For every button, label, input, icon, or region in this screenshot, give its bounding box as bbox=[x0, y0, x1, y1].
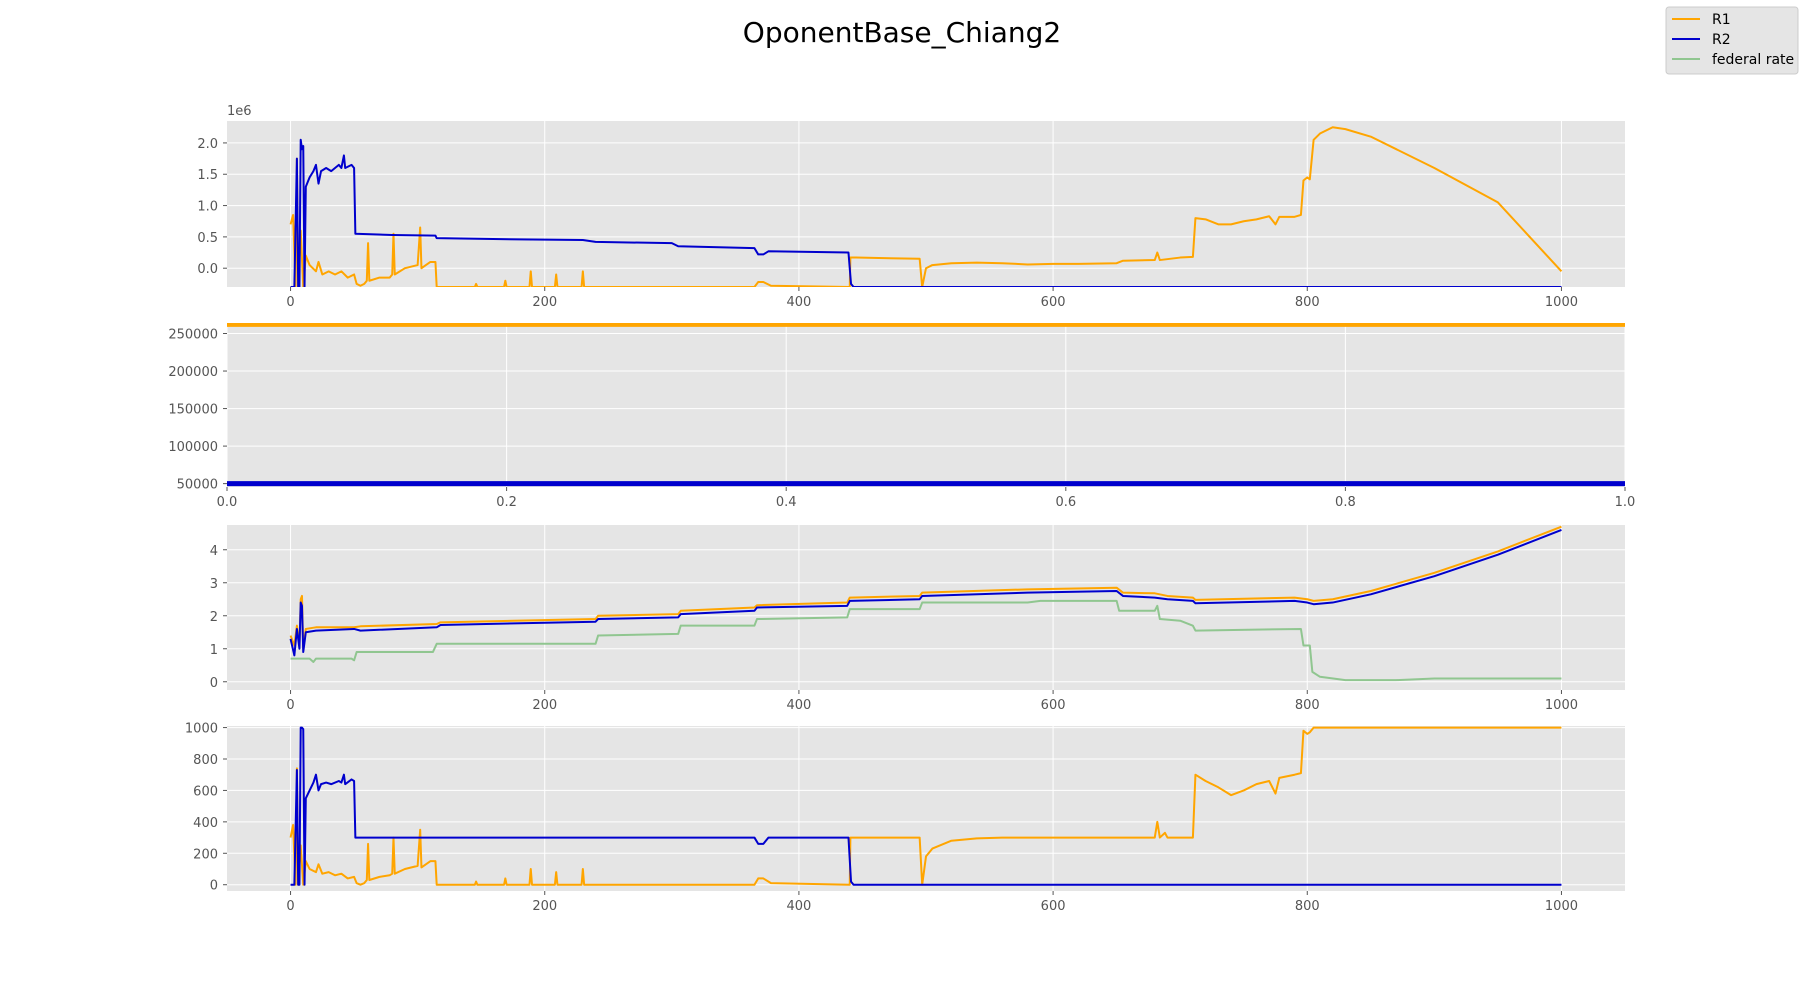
x-tick-label: 800 bbox=[1295, 295, 1320, 310]
legend-entry-federal-rate: federal rate bbox=[1672, 52, 1794, 68]
legend-label-r2: R2 bbox=[1712, 32, 1731, 48]
series-line-r1 bbox=[289, 126, 1563, 287]
subplot-3: 0 200 400 600 800 1000 0 1 2 3 4 bbox=[210, 525, 1625, 713]
series-line-r2 bbox=[289, 529, 1562, 657]
plot-area bbox=[227, 121, 1625, 287]
y-tick-label: 200 bbox=[193, 847, 218, 862]
plot-area bbox=[227, 525, 1625, 690]
y-tick-label: 2 bbox=[210, 610, 218, 625]
legend-label-federal-rate: federal rate bbox=[1712, 52, 1794, 68]
series-line-r1 bbox=[289, 726, 1562, 886]
x-tick-label: 1000 bbox=[1545, 295, 1578, 310]
legend: R1 R2 federal rate bbox=[1665, 6, 1799, 75]
x-tick-label: 400 bbox=[786, 295, 811, 310]
y-tick-label: 1 bbox=[210, 643, 218, 658]
y-tick-label: 400 bbox=[193, 816, 218, 831]
y-tick-label: 1000 bbox=[185, 722, 218, 737]
x-tick-label: 0.2 bbox=[496, 495, 517, 510]
series-group bbox=[289, 126, 1563, 287]
x-tick-label: 800 bbox=[1295, 899, 1320, 914]
legend-entry-r1: R1 bbox=[1672, 12, 1731, 28]
x-tick-label: 0.8 bbox=[1335, 495, 1356, 510]
series-group bbox=[289, 525, 1562, 682]
series-line-r2 bbox=[290, 726, 1562, 886]
y-tick-label: 0.0 bbox=[197, 262, 218, 277]
subplot-4: 0 200 400 600 800 1000 0 200 400 600 800 1000 bbox=[185, 722, 1625, 914]
y-tick-label: 3 bbox=[210, 577, 218, 592]
chart-title: OponentBase_Chiang2 bbox=[743, 16, 1061, 49]
subplot-1: 0 200 400 600 800 1000 0.0 0.5 1.0 1.5 2.0 1e6 bbox=[197, 104, 1625, 310]
x-tick-label: 200 bbox=[532, 295, 557, 310]
x-tick-label: 600 bbox=[1041, 698, 1066, 713]
x-tick-label: 0 bbox=[286, 899, 294, 914]
x-tick-label: 400 bbox=[786, 698, 811, 713]
x-tick-label: 0 bbox=[286, 295, 294, 310]
x-tick-label: 1000 bbox=[1545, 899, 1578, 914]
series-line-r2 bbox=[290, 138, 1562, 287]
x-tick-label: 200 bbox=[532, 899, 557, 914]
plot-area bbox=[227, 323, 1625, 487]
y-tick-label: 200000 bbox=[168, 365, 218, 380]
x-tick-label: 200 bbox=[532, 698, 557, 713]
x-tick-label: 1000 bbox=[1545, 698, 1578, 713]
y-tick-label: 100000 bbox=[168, 440, 218, 455]
x-tick-label: 0 bbox=[286, 698, 294, 713]
y-tick-label: 0 bbox=[210, 676, 218, 691]
x-tick-label: 1.0 bbox=[1615, 495, 1636, 510]
series-group bbox=[227, 323, 1625, 487]
y-tick-label: 0 bbox=[210, 879, 218, 894]
x-tick-label: 800 bbox=[1295, 698, 1320, 713]
x-tick-label: 0.6 bbox=[1055, 495, 1076, 510]
x-tick-label: 0.0 bbox=[217, 495, 238, 510]
y-tick-label: 600 bbox=[193, 784, 218, 799]
y-tick-label: 0.5 bbox=[197, 231, 218, 246]
y-tick-label: 1.0 bbox=[197, 200, 218, 215]
x-tick-label: 400 bbox=[786, 899, 811, 914]
legend-label-r1: R1 bbox=[1712, 12, 1731, 28]
y-tick-label: 150000 bbox=[168, 403, 218, 418]
y-tick-label: 4 bbox=[210, 544, 218, 559]
subplot-2: 0.0 0.2 0.4 0.6 0.8 1.0 50000 100000 150000 20000… bbox=[168, 323, 1635, 510]
x-tick-label: 600 bbox=[1041, 295, 1066, 310]
x-tick-label: 0.4 bbox=[776, 495, 797, 510]
series-line-federal-rate bbox=[290, 599, 1562, 682]
x-tick-label: 600 bbox=[1041, 899, 1066, 914]
series-group bbox=[289, 726, 1562, 886]
y-tick-label: 250000 bbox=[168, 328, 218, 343]
y-tick-label: 800 bbox=[193, 753, 218, 768]
y-tick-label: 1.5 bbox=[197, 168, 218, 183]
y-offset-label: 1e6 bbox=[227, 104, 252, 119]
y-tick-label: 50000 bbox=[177, 478, 218, 493]
y-tick-label: 2.0 bbox=[197, 137, 218, 152]
legend-entry-r2: R2 bbox=[1672, 32, 1731, 48]
legend-frame bbox=[1665, 6, 1799, 75]
